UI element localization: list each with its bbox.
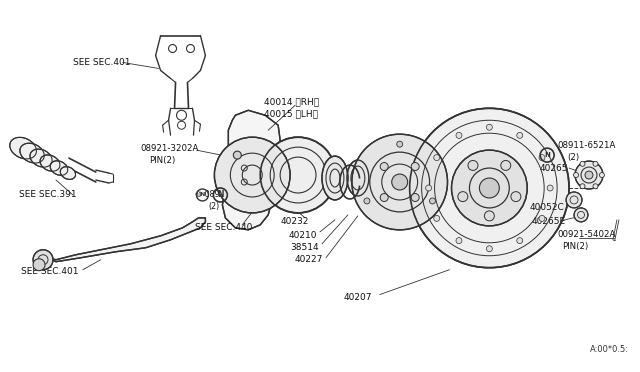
Circle shape [484,211,494,221]
Circle shape [456,132,462,138]
Text: PIN(2): PIN(2) [148,155,175,164]
Text: N: N [200,192,205,198]
Circle shape [352,134,447,230]
Circle shape [539,155,545,161]
Circle shape [458,192,468,202]
Text: 40014 〈RH〉: 40014 〈RH〉 [264,98,319,107]
Text: 38514: 38514 [290,243,319,252]
Ellipse shape [40,155,60,171]
Text: 40210: 40210 [288,231,317,240]
Circle shape [593,161,598,166]
Circle shape [412,163,419,170]
Circle shape [547,185,553,191]
Circle shape [434,155,440,161]
Text: A:00*0.5:: A:00*0.5: [590,345,629,355]
Ellipse shape [322,156,348,200]
Text: ⑩ 08911-6441A: ⑩ 08911-6441A [195,190,259,199]
Text: N: N [544,152,550,158]
Circle shape [573,173,579,177]
Circle shape [456,238,462,244]
Ellipse shape [347,160,369,196]
Text: SEE SEC.391: SEE SEC.391 [19,190,77,199]
Circle shape [426,185,431,191]
Circle shape [580,184,585,189]
Text: 40202M: 40202M [400,160,436,169]
Circle shape [380,193,388,202]
Circle shape [511,192,521,202]
Circle shape [392,174,408,190]
Circle shape [600,173,604,177]
Text: SEE SEC.401: SEE SEC.401 [73,58,131,67]
Circle shape [479,178,499,198]
Circle shape [412,193,419,202]
Circle shape [486,246,492,252]
Circle shape [260,137,336,213]
Circle shape [580,161,585,166]
Ellipse shape [10,137,36,159]
Text: (2): (2) [209,202,220,211]
Circle shape [593,184,598,189]
Polygon shape [222,110,280,230]
Circle shape [516,132,523,138]
Text: 40052C: 40052C [529,203,564,212]
Circle shape [451,150,527,226]
Text: 00921-5402A: 00921-5402A [557,230,616,239]
Ellipse shape [60,167,76,179]
Circle shape [410,108,569,268]
Circle shape [516,238,523,244]
Circle shape [397,141,403,147]
Circle shape [234,151,241,159]
Circle shape [429,198,435,204]
Ellipse shape [50,161,68,175]
Text: N: N [217,190,223,199]
Circle shape [500,160,511,170]
Circle shape [486,124,492,130]
Circle shape [33,259,45,271]
Circle shape [574,208,588,222]
Circle shape [380,163,388,170]
Circle shape [566,192,582,208]
Ellipse shape [30,149,52,167]
Circle shape [33,250,53,270]
Text: 40227: 40227 [294,255,323,264]
Circle shape [364,198,370,204]
Text: 08911-6521A: 08911-6521A [557,141,616,150]
Circle shape [434,215,440,221]
Text: 40207: 40207 [344,293,372,302]
Circle shape [585,171,593,179]
Ellipse shape [20,143,44,163]
Text: 40015 〈LH〉: 40015 〈LH〉 [264,110,318,119]
Circle shape [214,137,290,213]
Circle shape [575,161,603,189]
Text: 40232: 40232 [280,217,308,227]
Text: (2): (2) [567,153,579,161]
Circle shape [539,215,545,221]
Text: 08921-3202A: 08921-3202A [141,144,199,153]
Text: PIN(2): PIN(2) [562,242,588,251]
Text: SEE SEC.440: SEE SEC.440 [195,223,253,232]
Text: 40222: 40222 [364,148,392,157]
Polygon shape [41,218,205,262]
Text: SEE SEC.401: SEE SEC.401 [21,267,79,276]
Text: 40265E: 40265E [531,217,565,227]
Circle shape [468,160,478,170]
Text: 40265: 40265 [539,164,568,173]
